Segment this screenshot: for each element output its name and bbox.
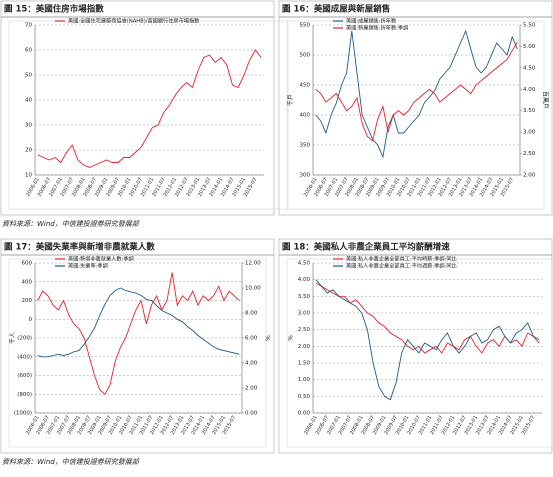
y2-tick-label: 2.00 [523, 173, 536, 179]
y-tick-label: 70 [25, 23, 32, 29]
y2-tick-label: 4.00 [245, 361, 258, 367]
y-tick-label: 0.00 [298, 411, 311, 417]
y2-tick-label: 3.00 [523, 130, 536, 136]
chart-title: 圖 18：美國私人非農企業員工平均薪酬增速 [282, 242, 450, 253]
y-tick-label: 0 [29, 317, 33, 323]
y2-tick-label: 2.00 [245, 386, 258, 392]
legend-label: 美國:私人非農企業全部員工:平均週薪:季調:同比 [346, 262, 457, 270]
series-line [315, 279, 540, 401]
legend-label: 美國:失業率:季調 [68, 262, 108, 270]
chart-title: 圖 16：美國成屋與新屋銷售 [282, 4, 390, 15]
y2-tick-label: 12.00 [245, 261, 261, 267]
y-tick-label: 500 [300, 53, 311, 59]
series-line [315, 282, 540, 354]
y-tick-label: 10 [25, 173, 32, 179]
y-tick-label: 60 [25, 48, 32, 54]
chart-title: 圖 15：美國住房市場指數 [4, 4, 104, 15]
y2-tick-label: 0.00 [245, 411, 258, 417]
y-tick-label: 0.50 [298, 394, 311, 400]
y2-tick-label: 4.00 [523, 87, 536, 93]
legend-label: 美國:新增非農就業人數:季調 [68, 255, 134, 263]
series-line [37, 49, 262, 168]
y-tick-label: 20 [25, 148, 32, 154]
y-axis-title: 千人 [9, 332, 17, 344]
chart-title: 圖 17：美國失業率與新增非農就業人數 [4, 242, 155, 253]
y2-tick-label: 5.00 [523, 44, 536, 50]
y2-tick-label: 2.50 [523, 151, 536, 157]
y-tick-label: 600 [22, 261, 33, 267]
plot-border [286, 20, 545, 210]
y-tick-label: 400 [22, 279, 33, 285]
y-tick-label: 2.50 [298, 327, 311, 333]
y-tick-label: 50 [25, 73, 32, 79]
y-tick-label: 30 [25, 123, 32, 129]
y-axis-title: 千戶 [287, 94, 295, 106]
plot-border [8, 20, 289, 210]
panel-border [0, 238, 275, 454]
series-line [37, 287, 240, 358]
y2-tick-label: 8.00 [245, 311, 258, 317]
source-note: 資料來源：Wind，中信建投證券研究發展部 [2, 220, 140, 228]
legend-label: 美國:私人非農企業全部員工:平均時薪:季調:同比 [346, 255, 457, 263]
legend-label: 美國:新屋銷售:折年數:季調 [346, 24, 408, 32]
y-tick-label: 40 [25, 98, 32, 104]
y2-tick-label: 3.50 [523, 108, 536, 114]
y-tick-label: (600) [17, 373, 32, 379]
y-tick-label: 300 [300, 173, 311, 179]
y-tick-label: 550 [300, 23, 311, 29]
plot-border [8, 258, 267, 448]
series-line [315, 41, 518, 142]
y2-tick-label: 5.50 [523, 23, 536, 29]
y-tick-label: (1000) [14, 411, 32, 417]
y-tick-label: 400 [300, 113, 311, 119]
source-note: 資料來源：Wind，中信建投證券研究發展部 [2, 458, 140, 466]
y-tick-label: 1.50 [298, 361, 311, 367]
plot-border [286, 258, 553, 448]
y-tick-label: 1.00 [298, 377, 311, 383]
panel-border [0, 0, 275, 216]
y-tick-label: 4.00 [298, 277, 311, 283]
y-tick-label: 200 [22, 298, 33, 304]
y-axis-title: % [288, 335, 295, 341]
panel-border [278, 238, 553, 454]
y-tick-label: 4.50 [298, 261, 311, 267]
y-tick-label: (200) [17, 336, 32, 342]
y-tick-label: 3.00 [298, 311, 311, 317]
y2-axis-title: 百萬戶 [542, 91, 550, 109]
y2-tick-label: 10.00 [245, 286, 261, 292]
panel-border [278, 0, 553, 216]
legend-label: 美國:全國住宅建築商協會(NAHB)/富國銀行住房市場指數 [68, 17, 199, 25]
series-line [37, 272, 240, 396]
legend-label: 美國:成屋銷售:折年數 [346, 17, 396, 25]
y-tick-label: 2.00 [298, 344, 311, 350]
y-tick-label: 350 [300, 143, 311, 149]
y2-tick-label: 6.00 [245, 336, 258, 342]
y2-axis-title: % [264, 335, 271, 341]
y-tick-label: 3.50 [298, 294, 311, 300]
y-tick-label: (800) [17, 392, 32, 398]
y-tick-label: 450 [300, 83, 311, 89]
y2-tick-label: 4.50 [523, 65, 536, 71]
series-line [315, 29, 518, 159]
y-tick-label: (400) [17, 354, 32, 360]
